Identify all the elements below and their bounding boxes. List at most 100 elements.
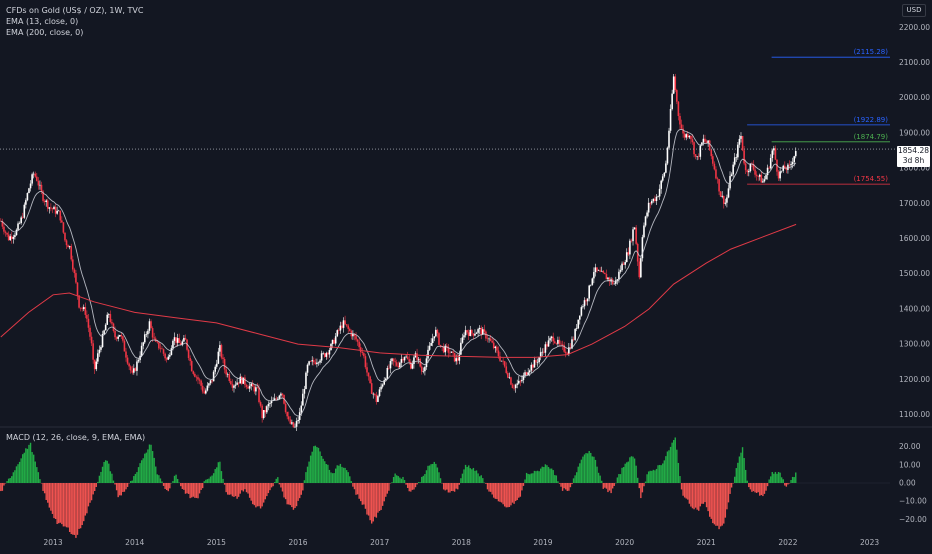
candle-body	[72, 259, 74, 269]
candle-body	[58, 211, 60, 212]
macd-histogram-bar	[85, 483, 86, 516]
macd-histogram-bar	[415, 483, 416, 487]
candle-body	[218, 352, 220, 364]
macd-histogram-bar	[473, 468, 474, 483]
candle-body	[786, 169, 788, 170]
macd-histogram-bar	[384, 483, 385, 501]
macd-histogram-bar	[28, 445, 29, 483]
macd-histogram-bar	[557, 481, 558, 483]
macd-histogram-bar	[762, 483, 763, 496]
candle-body	[532, 365, 534, 368]
macd-histogram-bar	[20, 458, 21, 483]
macd-histogram-bar	[715, 483, 716, 526]
macd-histogram-bar	[69, 483, 70, 532]
candle-body	[358, 342, 360, 347]
candle-body	[712, 156, 714, 164]
candle-body	[432, 338, 434, 343]
macd-histogram-bar	[327, 465, 328, 483]
macd-histogram-bar	[44, 483, 45, 493]
macd-histogram-bar	[52, 483, 53, 514]
candle-body	[407, 357, 409, 360]
candle-body	[133, 368, 135, 372]
macd-histogram-bar	[166, 483, 167, 490]
macd-histogram-bar	[266, 483, 267, 496]
macd-histogram-bar	[89, 483, 90, 503]
candle-body	[588, 286, 590, 299]
macd-histogram-bar	[792, 477, 793, 483]
macd-histogram-bar	[63, 483, 64, 526]
macd-histogram-bar	[218, 462, 219, 483]
macd-histogram-bar	[620, 474, 621, 483]
macd-histogram-bar	[506, 483, 507, 507]
macd-histogram-bar	[133, 476, 134, 483]
macd-histogram-bar	[252, 483, 253, 504]
candle-body	[246, 385, 248, 387]
candle-body	[216, 364, 218, 367]
candle-body	[233, 386, 235, 388]
macd-histogram-bar	[288, 483, 289, 504]
macd-histogram-bar	[537, 471, 538, 483]
ema200-legend[interactable]: EMA (200, close, 0)	[6, 27, 143, 38]
candle-body	[368, 373, 370, 377]
macd-legend[interactable]: MACD (12, 26, close, 9, EMA, EMA)	[6, 433, 145, 442]
macd-histogram-bar	[208, 479, 209, 483]
candle-body	[723, 196, 725, 204]
candle-body	[421, 367, 423, 372]
macd-histogram-bar	[452, 483, 453, 491]
candle-body	[676, 90, 678, 102]
macd-histogram-bar	[761, 483, 762, 495]
macd-histogram-bar	[510, 483, 511, 505]
macd-histogram-bar	[626, 462, 627, 483]
macd-histogram-bar	[340, 464, 341, 483]
macd-histogram-bar	[127, 483, 128, 487]
candle-body	[527, 372, 529, 375]
macd-histogram-bar	[448, 483, 449, 492]
candle-body	[326, 353, 328, 357]
macd-histogram-bar	[155, 467, 156, 483]
currency-button[interactable]: USD	[902, 4, 926, 17]
candle-body	[338, 330, 340, 331]
macd-histogram-bar	[324, 461, 325, 483]
macd-histogram-bar	[263, 483, 264, 503]
macd-histogram-bar	[707, 483, 708, 511]
macd-histogram-bar	[193, 483, 194, 497]
candle-body	[47, 200, 49, 208]
candle-body	[336, 330, 338, 336]
candle-body	[3, 227, 5, 232]
candle-body	[264, 410, 266, 412]
macd-histogram-bar	[495, 483, 496, 499]
candle-body	[634, 227, 636, 229]
candle-body	[762, 181, 764, 182]
candle-body	[394, 361, 396, 362]
candle-body	[731, 174, 733, 176]
macd-histogram-bar	[598, 473, 599, 483]
candle-body	[288, 416, 290, 419]
price-level-label: (1874.79)	[854, 133, 889, 141]
candle-body	[552, 337, 554, 342]
macd-histogram-bar	[728, 483, 729, 502]
candle-body	[297, 420, 299, 421]
candle-body	[574, 329, 576, 340]
macd-histogram-bar	[238, 483, 239, 497]
macd-histogram-bar	[299, 483, 300, 498]
candle-body	[654, 199, 656, 201]
candle-body	[232, 384, 234, 388]
macd-histogram-bar	[199, 483, 200, 493]
macd-histogram-bar	[660, 465, 661, 483]
macd-histogram-bar	[74, 483, 75, 535]
ema13-legend[interactable]: EMA (13, close, 0)	[6, 16, 143, 27]
price-level-label: (1922.89)	[854, 116, 889, 124]
macd-histogram-bar	[30, 443, 31, 483]
macd-histogram-bar	[294, 483, 295, 508]
macd-histogram-bar	[362, 483, 363, 505]
macd-histogram-bar	[737, 463, 738, 483]
macd-histogram-bar	[590, 453, 591, 483]
candle-body	[131, 371, 133, 373]
candle-body	[324, 353, 326, 357]
symbol-title[interactable]: CFDs on Gold (US$ / OZ), 1W, TVC	[6, 5, 143, 16]
candle-body	[304, 389, 306, 394]
candle-body	[105, 325, 107, 331]
candle-body	[340, 326, 342, 331]
